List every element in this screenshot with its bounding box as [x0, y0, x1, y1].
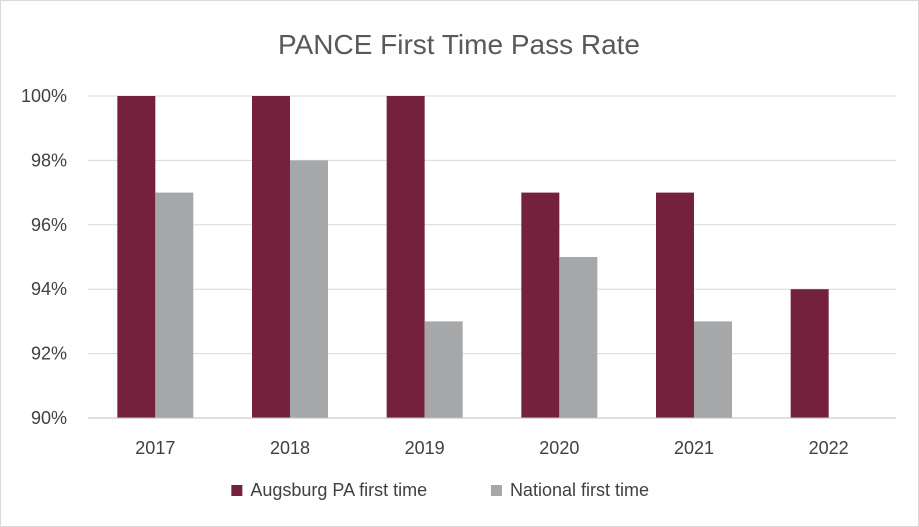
legend-swatch-augsburg [231, 485, 243, 496]
y-tick-label: 98% [31, 150, 67, 170]
bar-national-2021 [694, 321, 732, 418]
legend-label-augsburg: Augsburg PA first time [250, 480, 427, 500]
bar-augsburg-2020 [521, 192, 560, 418]
bar-national-2019 [424, 321, 463, 418]
bar-national-2018 [290, 160, 328, 418]
y-axis-tick-labels: 90% 92% 94% 96% 98% 100% [21, 86, 67, 428]
x-tick-label: 2017 [135, 438, 175, 458]
y-tick-label: 92% [31, 344, 67, 364]
x-tick-label: 2021 [674, 438, 714, 458]
legend-swatch-national [490, 485, 502, 496]
bar-national-2020 [559, 257, 598, 418]
bar-national-2017 [155, 192, 194, 418]
chart-title: PANCE First Time Pass Rate [278, 29, 640, 60]
x-tick-label: 2019 [405, 438, 445, 458]
x-tick-label: 2020 [539, 438, 579, 458]
bar-augsburg-2022 [790, 289, 829, 418]
bar-augsburg-2018 [252, 96, 290, 418]
bars [117, 96, 829, 418]
x-axis-tick-labels: 2017 2018 2019 2020 2021 2022 [135, 438, 848, 458]
y-tick-label: 96% [31, 215, 67, 235]
y-tick-label: 94% [31, 279, 67, 299]
bar-augsburg-2017 [117, 96, 156, 418]
bar-augsburg-2021 [656, 192, 694, 418]
bar-augsburg-2019 [386, 96, 425, 418]
y-tick-label: 90% [31, 408, 67, 428]
gridlines [88, 95, 896, 355]
legend-label-national: National first time [510, 480, 649, 500]
x-tick-label: 2022 [809, 438, 849, 458]
x-tick-label: 2018 [270, 438, 310, 458]
legend: Augsburg PA first time National first tim… [231, 480, 649, 500]
y-tick-label: 100% [21, 86, 67, 106]
